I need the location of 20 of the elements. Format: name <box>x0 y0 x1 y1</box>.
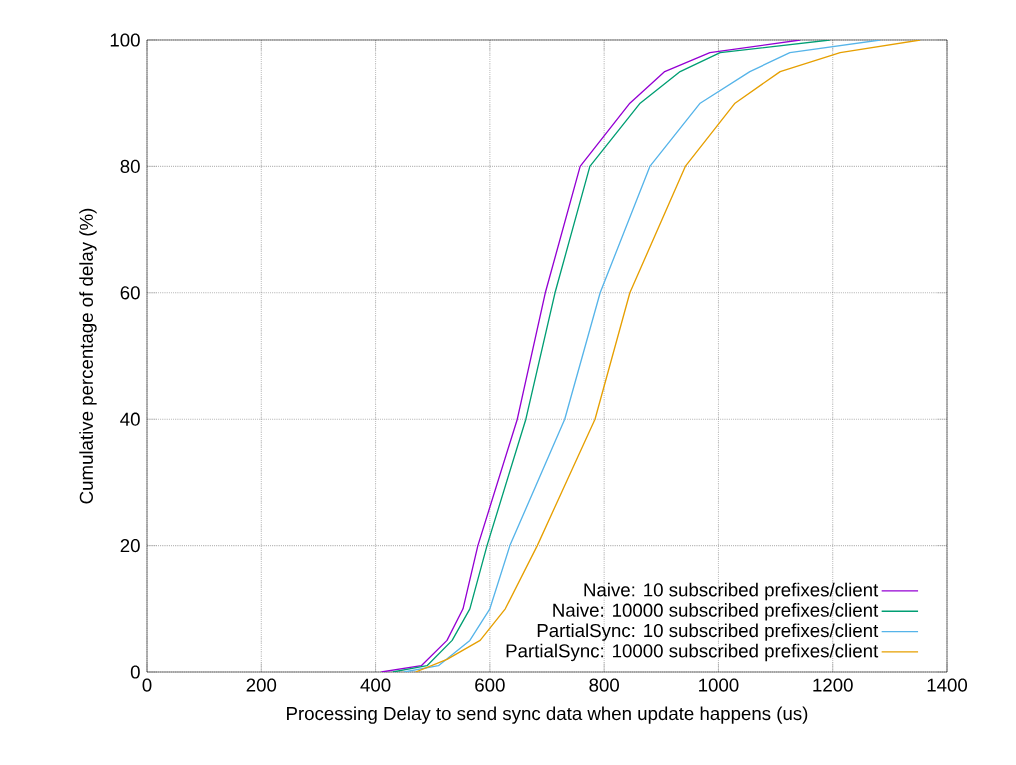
x-tick-label: 1200 <box>813 678 853 692</box>
y-tick-label: 100 <box>110 33 140 47</box>
y-tick-label: 40 <box>120 412 140 426</box>
legend-label: Naive: 10000 subscribed prefixes/client <box>553 603 879 621</box>
x-tick-label: 200 <box>246 678 277 692</box>
legend-label: PartialSync: 10 subscribed prefixes/client <box>537 623 879 641</box>
y-tick-label: 0 <box>130 665 140 679</box>
legend-label: Naive: 10 subscribed prefixes/client <box>584 582 879 601</box>
x-tick-label: 600 <box>475 678 505 692</box>
y-tick-label: 20 <box>120 538 140 553</box>
x-tick-label: 400 <box>360 678 391 692</box>
legend-label: PartialSync: 10000 subscribed prefixes/client <box>506 643 879 662</box>
x-tick-label: 800 <box>589 678 619 692</box>
y-tick-label: 80 <box>120 159 140 174</box>
y-tick-label: 60 <box>120 286 140 300</box>
x-tick-label: 0 <box>142 678 152 692</box>
y-axis-title: Cumulative percentage of delay (%) <box>79 208 97 504</box>
x-tick-label: 1000 <box>699 678 739 692</box>
x-axis-title: Processing Delay to send sync data when update happens (us) <box>287 706 808 724</box>
x-tick-label: 1400 <box>927 678 968 692</box>
